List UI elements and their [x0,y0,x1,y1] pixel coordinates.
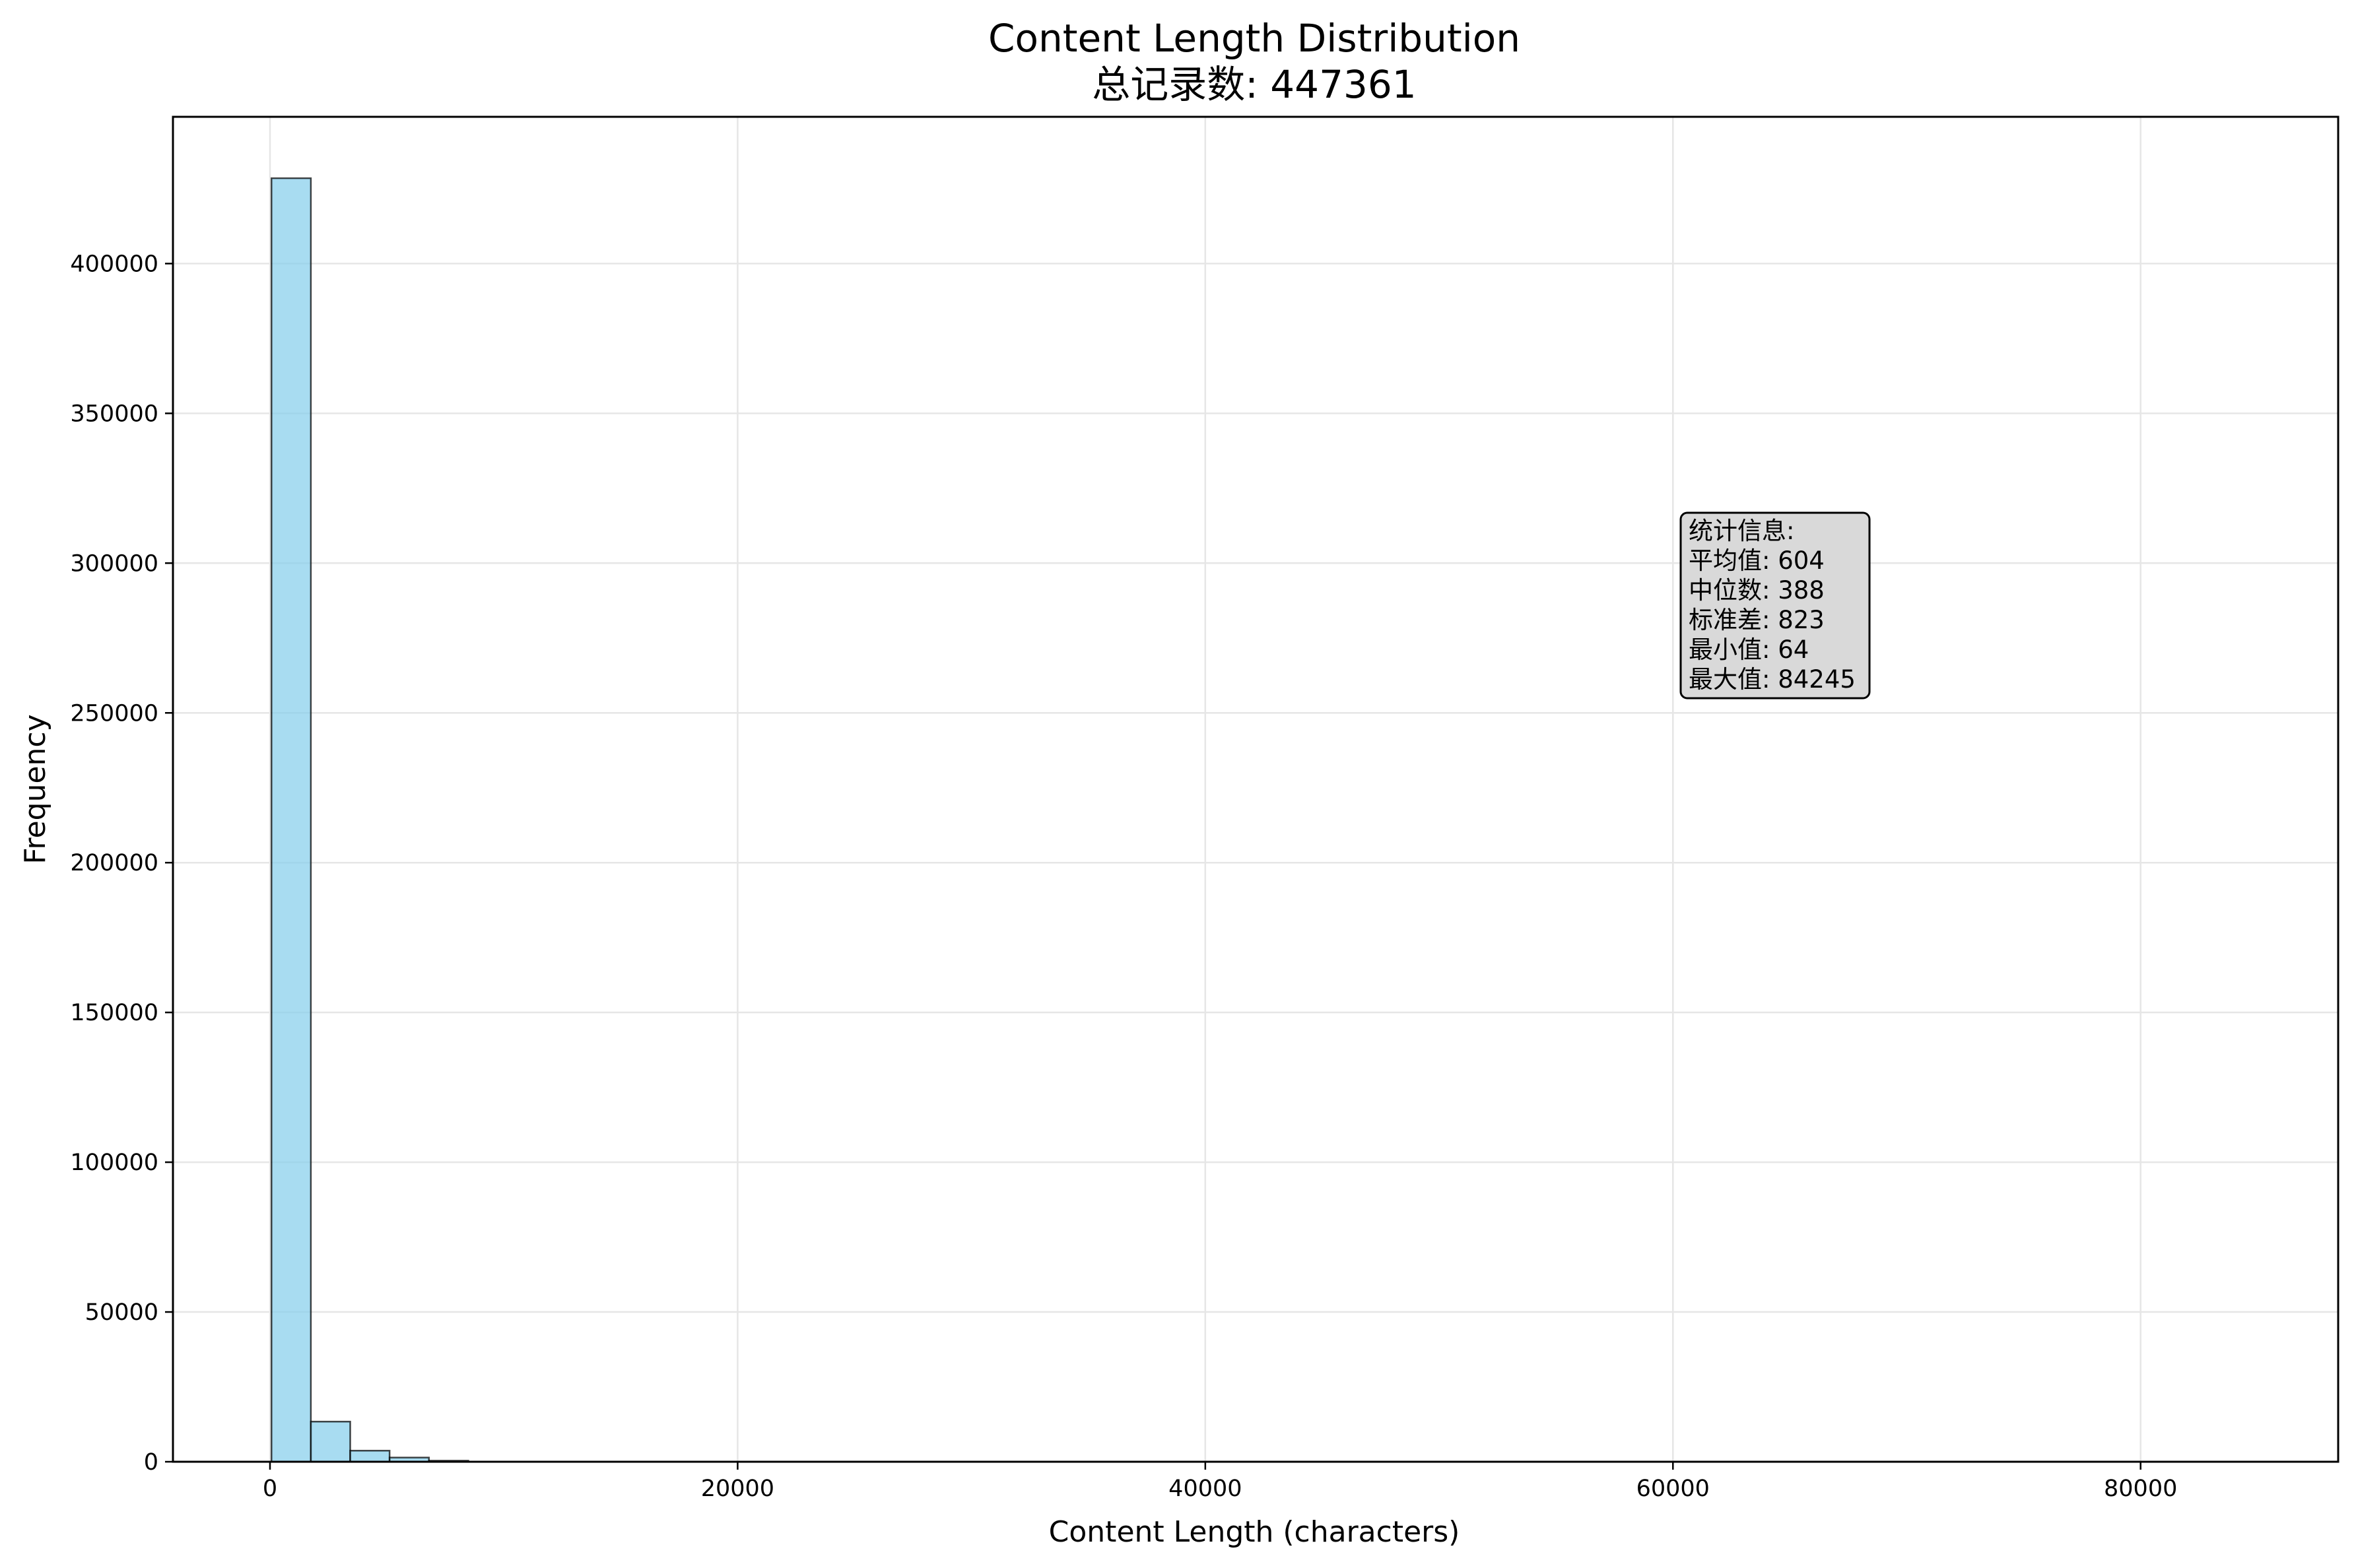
chart-subtitle: 总记录数: 447361 [1092,62,1416,107]
y-tick-label: 50000 [85,1299,158,1326]
chart-title: Content Length Distribution [988,16,1520,61]
y-tick-label: 200000 [70,850,158,876]
stats-line-title: 统计信息: [1689,517,1794,545]
stats-line-std: 标准差: 823 [1689,606,1825,634]
histogram-bar [271,177,312,1463]
y-tick-label: 350000 [70,401,158,427]
y-tick-label: 100000 [70,1150,158,1176]
histogram-bars [271,177,469,1463]
stats-line-mean: 平均值: 604 [1689,546,1825,575]
x-axis-title: Content Length (characters) [1049,1515,1460,1549]
plot-area-frame [172,115,2339,1463]
x-tick-label: 0 [263,1476,277,1502]
stats-line-max: 最大值: 84245 [1689,665,1856,694]
y-tick-label: 250000 [70,700,158,727]
stats-line-median: 中位数: 388 [1689,576,1825,604]
stats-annotation-box: 统计信息: 平均值: 604 中位数: 388 标准差: 823 最小值: 64… [1679,511,1871,700]
stats-line-min: 最小值: 64 [1689,636,1809,664]
y-tick-label: 300000 [70,550,158,577]
y-tick-label: 400000 [70,251,158,277]
x-tick-label: 80000 [2104,1476,2177,1502]
y-tick-label: 150000 [70,1000,158,1026]
stats-box-background [1679,511,1871,700]
y-tick-label: 0 [144,1449,158,1476]
x-tick-label: 60000 [1636,1476,1710,1502]
histogram-bar [349,1449,391,1463]
x-tick-label: 20000 [701,1476,774,1502]
x-tick-label: 40000 [1168,1476,1242,1502]
axis-ticks: 0 20000 40000 60000 80000 0 50000 100000 150000 2… [70,251,2177,1502]
histogram-bar [310,1420,351,1463]
y-axis-title: Frequency [18,714,52,864]
